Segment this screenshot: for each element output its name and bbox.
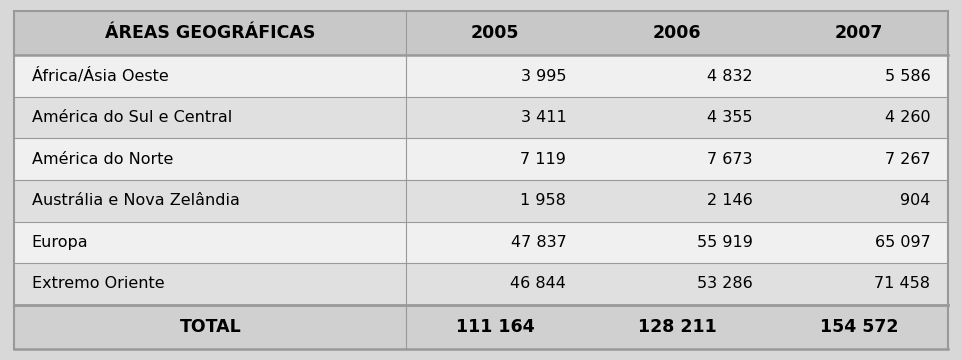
Text: 7 267: 7 267 bbox=[884, 152, 929, 167]
Bar bbox=[583, 55, 770, 97]
Text: TOTAL: TOTAL bbox=[180, 318, 241, 336]
Bar bbox=[14, 97, 406, 138]
Text: 5 586: 5 586 bbox=[883, 68, 929, 84]
Bar bbox=[583, 97, 770, 138]
Bar bbox=[406, 305, 583, 349]
Bar bbox=[14, 138, 406, 180]
Text: 7 673: 7 673 bbox=[706, 152, 752, 167]
Text: 154 572: 154 572 bbox=[819, 318, 898, 336]
Bar bbox=[770, 97, 947, 138]
Text: 904: 904 bbox=[899, 193, 929, 208]
Bar bbox=[770, 138, 947, 180]
Bar bbox=[770, 305, 947, 349]
Bar bbox=[406, 222, 583, 263]
Text: América do Norte: América do Norte bbox=[32, 152, 173, 167]
Text: 3 411: 3 411 bbox=[520, 110, 566, 125]
Bar bbox=[770, 263, 947, 305]
Bar bbox=[406, 138, 583, 180]
Bar bbox=[583, 138, 770, 180]
Bar bbox=[583, 263, 770, 305]
Text: Austrália e Nova Zelândia: Austrália e Nova Zelândia bbox=[32, 193, 239, 208]
Bar bbox=[583, 11, 770, 55]
Text: 2 146: 2 146 bbox=[706, 193, 752, 208]
Bar bbox=[14, 55, 406, 97]
Text: 128 211: 128 211 bbox=[637, 318, 716, 336]
Text: 2005: 2005 bbox=[470, 24, 519, 42]
Bar bbox=[583, 222, 770, 263]
Text: 3 995: 3 995 bbox=[520, 68, 566, 84]
Text: ÁREAS GEOGRÁFICAS: ÁREAS GEOGRÁFICAS bbox=[105, 24, 315, 42]
Text: 46 844: 46 844 bbox=[510, 276, 566, 292]
Text: 53 286: 53 286 bbox=[697, 276, 752, 292]
Bar bbox=[770, 55, 947, 97]
Text: 4 832: 4 832 bbox=[706, 68, 752, 84]
Bar bbox=[770, 222, 947, 263]
Text: 47 837: 47 837 bbox=[510, 235, 566, 250]
Bar bbox=[406, 97, 583, 138]
Bar bbox=[406, 263, 583, 305]
Bar bbox=[14, 11, 406, 55]
Text: 4 260: 4 260 bbox=[884, 110, 929, 125]
Text: África/Ásia Oeste: África/Ásia Oeste bbox=[32, 68, 168, 84]
Bar bbox=[406, 11, 583, 55]
Bar bbox=[583, 305, 770, 349]
Text: 2006: 2006 bbox=[652, 24, 701, 42]
Text: 2007: 2007 bbox=[834, 24, 882, 42]
Text: 111 164: 111 164 bbox=[456, 318, 533, 336]
Bar bbox=[14, 222, 406, 263]
Text: Extremo Oriente: Extremo Oriente bbox=[32, 276, 164, 292]
Text: 4 355: 4 355 bbox=[706, 110, 752, 125]
Bar bbox=[14, 263, 406, 305]
Bar bbox=[14, 180, 406, 222]
Text: 55 919: 55 919 bbox=[697, 235, 752, 250]
Text: Europa: Europa bbox=[32, 235, 88, 250]
Text: 7 119: 7 119 bbox=[520, 152, 566, 167]
Bar bbox=[583, 180, 770, 222]
Text: 1 958: 1 958 bbox=[520, 193, 566, 208]
Text: América do Sul e Central: América do Sul e Central bbox=[32, 110, 232, 125]
Bar bbox=[406, 55, 583, 97]
Text: 65 097: 65 097 bbox=[874, 235, 929, 250]
Bar bbox=[770, 180, 947, 222]
Bar bbox=[406, 180, 583, 222]
Bar bbox=[770, 11, 947, 55]
Text: 71 458: 71 458 bbox=[874, 276, 929, 292]
Bar bbox=[14, 305, 406, 349]
